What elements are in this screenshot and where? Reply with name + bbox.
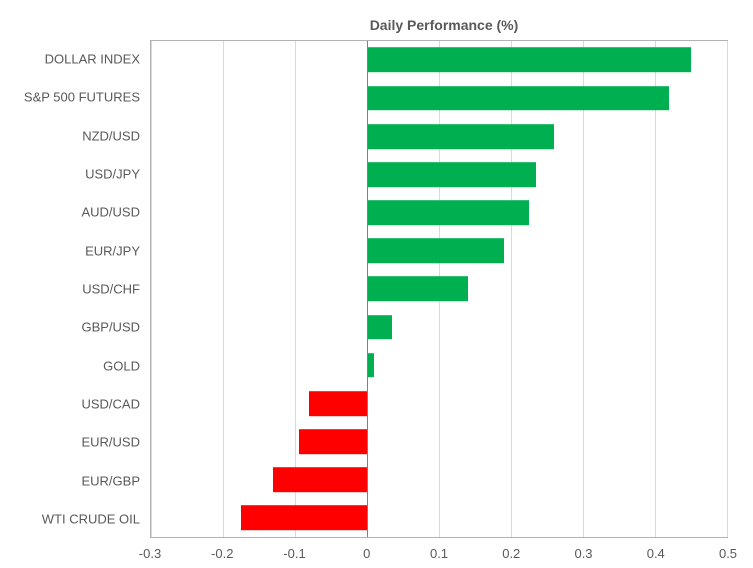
plot-area xyxy=(150,40,728,538)
bar-row xyxy=(151,162,727,187)
bar-row xyxy=(151,277,727,302)
x-tick-label: 0.3 xyxy=(574,540,592,568)
performance-chart: Daily Performance (%) -0.3 -0.2 -0.1 0 0.1 0.… xyxy=(0,0,753,568)
bar xyxy=(367,48,691,73)
x-tick-label: -0.2 xyxy=(211,540,233,568)
chart-title: Daily Performance (%) xyxy=(10,10,738,40)
bar-row xyxy=(151,353,727,378)
bar xyxy=(367,86,669,111)
y-tick-label: USD/CHF xyxy=(10,282,140,297)
y-tick-label: GBP/USD xyxy=(10,320,140,335)
bar xyxy=(367,124,554,149)
x-tick-label: 0.4 xyxy=(647,540,665,568)
bar-row xyxy=(151,315,727,340)
bar-row xyxy=(151,124,727,149)
bar-row xyxy=(151,429,727,454)
y-tick-label: EUR/JPY xyxy=(10,243,140,258)
bar xyxy=(309,391,367,416)
y-tick-label: USD/JPY xyxy=(10,167,140,182)
y-tick-label: NZD/USD xyxy=(10,128,140,143)
x-tick-label: 0 xyxy=(363,540,370,568)
bar xyxy=(367,200,529,225)
x-tick-label: 0.5 xyxy=(719,540,737,568)
y-tick-label: DOLLAR INDEX xyxy=(10,52,140,67)
y-tick-label: S&P 500 FUTURES xyxy=(10,90,140,105)
bar-row xyxy=(151,200,727,225)
bar xyxy=(273,467,367,492)
y-tick-label: AUD/USD xyxy=(10,205,140,220)
x-tick-label: -0.1 xyxy=(283,540,305,568)
y-tick-label: GOLD xyxy=(10,358,140,373)
x-tick-label: 0.1 xyxy=(430,540,448,568)
bar-row xyxy=(151,86,727,111)
bar-row xyxy=(151,467,727,492)
bar xyxy=(241,506,367,531)
bar-row xyxy=(151,48,727,73)
bar xyxy=(367,315,392,340)
bar-row xyxy=(151,391,727,416)
bar xyxy=(299,429,367,454)
bar xyxy=(367,277,468,302)
y-tick-label: USD/CAD xyxy=(10,396,140,411)
y-tick-label: WTI CRUDE OIL xyxy=(10,511,140,526)
y-tick-label: EUR/GBP xyxy=(10,473,140,488)
bar-row xyxy=(151,238,727,263)
y-tick-label: EUR/USD xyxy=(10,435,140,450)
zero-line xyxy=(367,41,368,537)
bar xyxy=(367,353,374,378)
x-tick-label: 0.2 xyxy=(502,540,520,568)
bar-row xyxy=(151,506,727,531)
plot-outer: -0.3 -0.2 -0.1 0 0.1 0.2 0.3 0.4 0.5 DOLLAR INDEX… xyxy=(10,40,738,568)
gridline xyxy=(727,41,728,537)
x-tick-label: -0.3 xyxy=(139,540,161,568)
bar xyxy=(367,162,536,187)
bar xyxy=(367,238,504,263)
